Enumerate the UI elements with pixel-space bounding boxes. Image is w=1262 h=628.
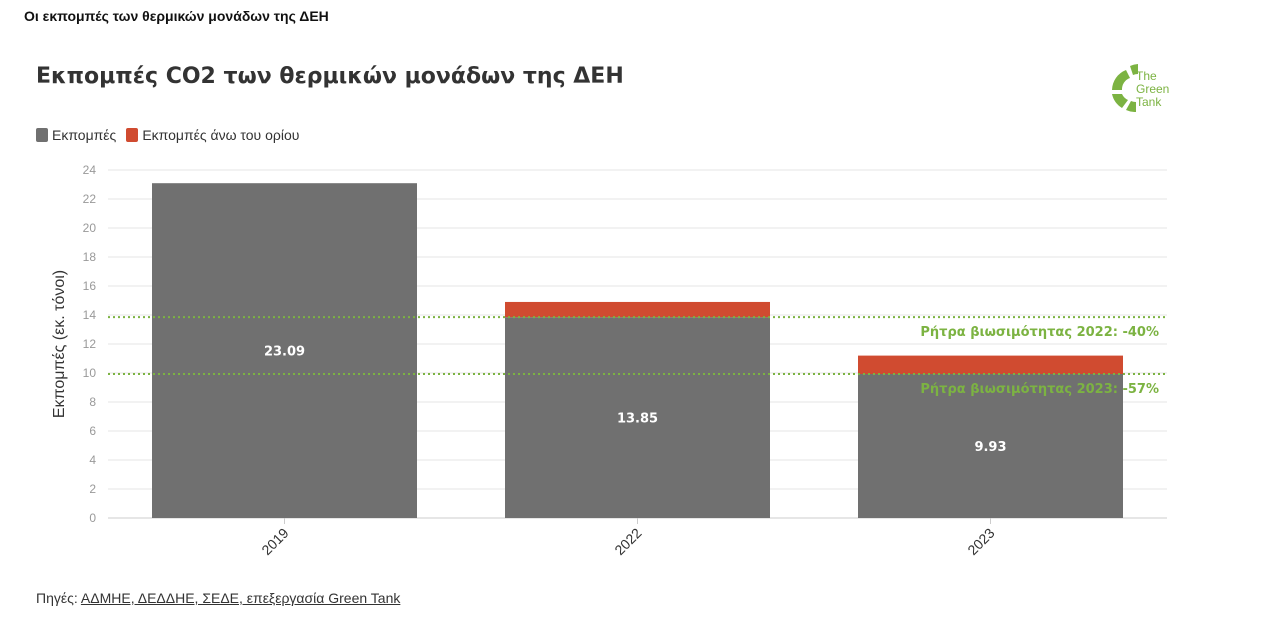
source-link[interactable]: ΑΔΜΗΕ, ΔΕΔΔΗΕ, ΣΕΔΕ, επεξεργασία Green T… (80, 590, 401, 606)
data-label-2023: 9.93 (974, 440, 1006, 455)
x-tick-label-2023: 2023 (964, 525, 997, 558)
y-tick-label-10: 10 (83, 366, 97, 380)
data-label-2022: 13.85 (617, 412, 658, 427)
logo-line-2: Green (1136, 82, 1170, 96)
legend-item-emissions[interactable]: Εκπομπές (36, 127, 116, 143)
y-tick-label-14: 14 (83, 308, 97, 322)
bar-emissions-2023 (858, 374, 1123, 518)
y-tick-label-22: 22 (83, 192, 97, 206)
legend-swatch-excess (126, 128, 139, 142)
legend-label-emissions: Εκπομπές (52, 127, 117, 143)
legend-swatch-emissions (36, 128, 48, 142)
bar-emissions-2022 (505, 317, 770, 518)
y-tick-label-0: 0 (89, 511, 96, 525)
threshold-label-1: Ρήτρα βιωσιμότητας 2022: -40% (920, 325, 1159, 340)
y-tick-label-2: 2 (89, 482, 96, 496)
y-tick-label-8: 8 (89, 395, 96, 409)
y-tick-label-6: 6 (89, 424, 96, 438)
legend-item-excess[interactable]: Εκπομπές άνω του ορίου (126, 127, 299, 143)
threshold-label-2: Ρήτρα βιωσιμότητας 2023: -57% (920, 382, 1159, 397)
legend-label-excess: Εκπομπές άνω του ορίου (142, 127, 300, 143)
green-tank-logo-icon (1112, 64, 1138, 112)
source-prefix: Πηγές: (36, 590, 81, 606)
legend: Εκπομπές Εκπομπές άνω του ορίου (36, 127, 299, 143)
bar-excess-2022 (505, 301, 770, 318)
source-note: Πηγές: ΑΔΜΗΕ, ΔΕΔΔΗΕ, ΣΕΔΕ, επεξεργασία … (36, 590, 400, 606)
chart-title: Εκπομπές CO2 των θερμικών μονάδων της ΔΕ… (36, 64, 624, 89)
y-tick-label-12: 12 (83, 337, 97, 351)
logo-text: The Green Tank (1136, 70, 1169, 109)
bar-emissions-2019 (152, 183, 417, 518)
logo-line-1: The (1136, 69, 1157, 83)
y-axis-label: Εκπομπές (εκ. τόνοι) (51, 270, 68, 418)
data-label-2019: 23.09 (264, 345, 305, 360)
x-tick-label-2022: 2022 (611, 525, 644, 558)
y-tick-label-24: 24 (83, 163, 97, 177)
page-header: Οι εκπομπές των θερμικών μονάδων της ΔΕΗ (24, 8, 329, 24)
bar-excess-2023 (858, 355, 1123, 375)
x-tick-label-2019: 2019 (258, 525, 291, 558)
y-tick-label-4: 4 (89, 453, 96, 467)
y-tick-label-20: 20 (83, 221, 97, 235)
y-tick-label-16: 16 (83, 279, 97, 293)
logo-line-3: Tank (1136, 95, 1162, 109)
y-tick-label-18: 18 (83, 250, 97, 264)
